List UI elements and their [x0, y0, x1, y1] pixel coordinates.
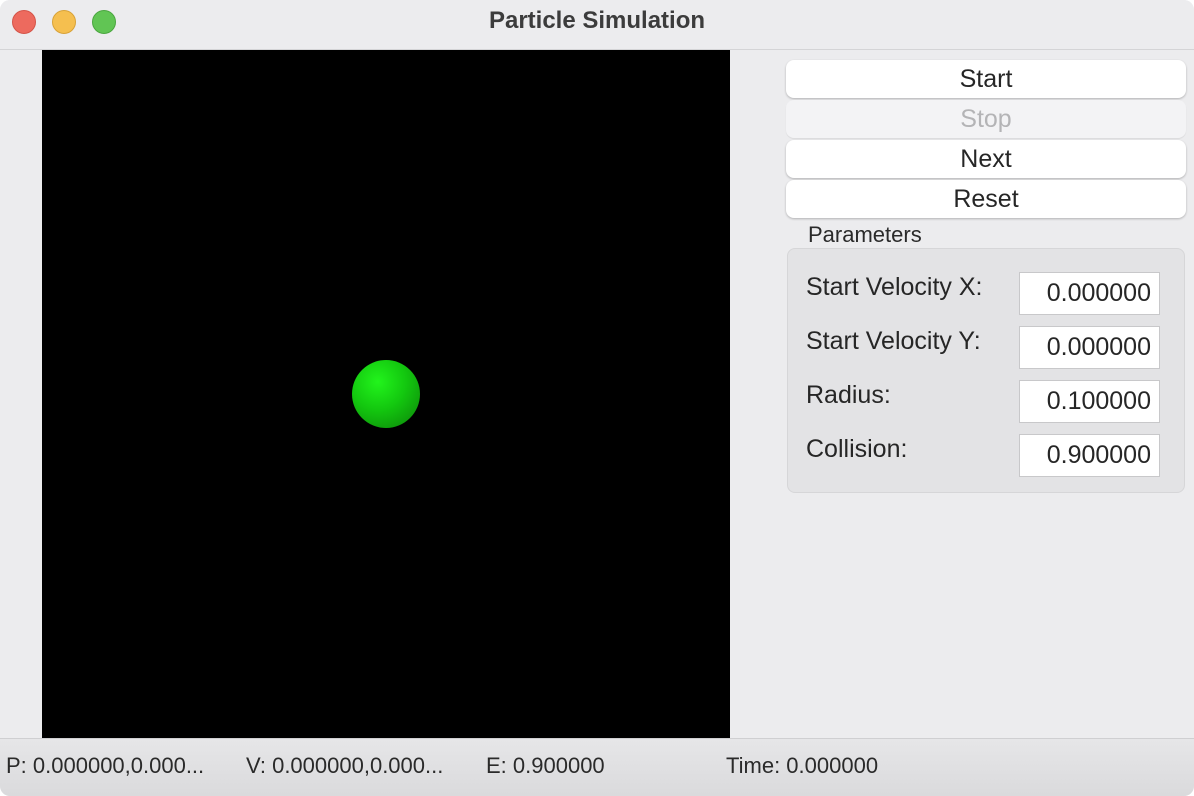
- radius-label: Radius:: [806, 381, 891, 409]
- start-velocity-y-input[interactable]: 0.000000: [1019, 326, 1160, 369]
- parameters-group-title: Parameters: [808, 222, 922, 247]
- next-button[interactable]: Next: [786, 140, 1186, 178]
- start-button[interactable]: Start: [786, 60, 1186, 98]
- maximize-window-button[interactable]: [92, 10, 116, 34]
- title-bar: Particle Simulation: [0, 0, 1194, 50]
- minimize-window-button[interactable]: [52, 10, 76, 34]
- stop-button[interactable]: Stop: [786, 100, 1186, 138]
- start-velocity-x-label: Start Velocity X:: [806, 273, 983, 301]
- status-bar: [0, 738, 1194, 796]
- close-window-button[interactable]: [12, 10, 36, 34]
- particle: [352, 360, 420, 428]
- start-velocity-x-input[interactable]: 0.000000: [1019, 272, 1160, 315]
- start-velocity-y-label: Start Velocity Y:: [806, 327, 981, 355]
- status-time: Time: 0.000000: [726, 753, 879, 778]
- reset-button[interactable]: Reset: [786, 180, 1186, 218]
- collision-label: Collision:: [806, 435, 908, 463]
- status-position: P: 0.000000,0.000...: [6, 753, 205, 778]
- collision-input[interactable]: 0.900000: [1019, 434, 1160, 477]
- status-energy: E: 0.900000: [486, 753, 605, 778]
- status-velocity: V: 0.000000,0.000...: [246, 753, 444, 778]
- radius-input[interactable]: 0.100000: [1019, 380, 1160, 423]
- window-title: Particle Simulation: [488, 7, 706, 34]
- simulation-canvas[interactable]: [42, 50, 730, 738]
